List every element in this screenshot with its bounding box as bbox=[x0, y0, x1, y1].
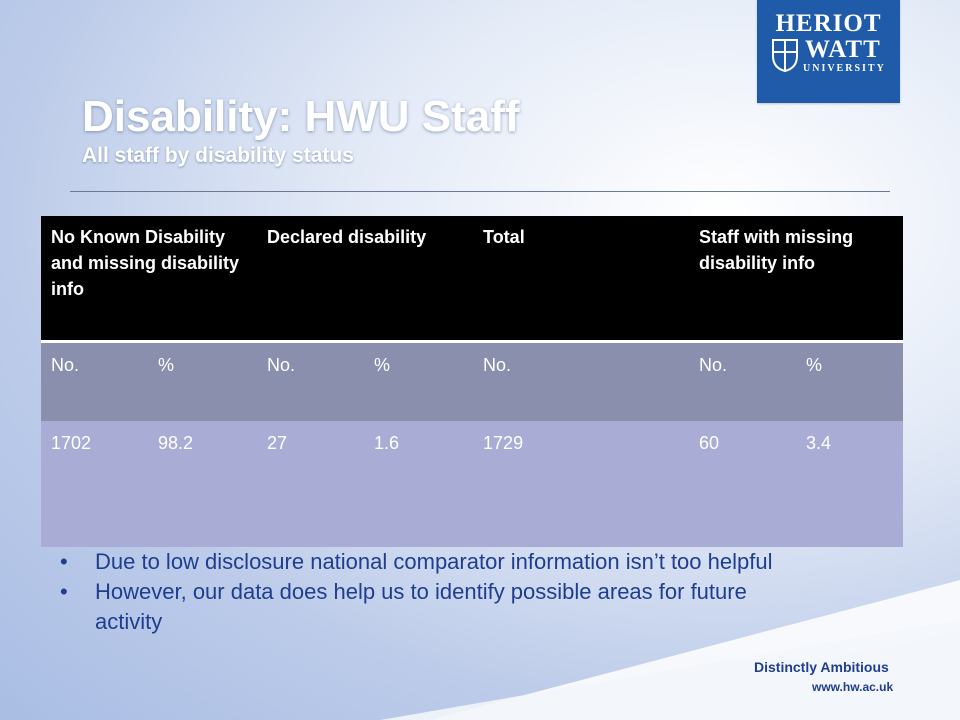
list-item: • Due to low disclosure national compara… bbox=[60, 547, 820, 577]
table-cell: % bbox=[364, 340, 474, 421]
logo-line-1: HERIOT bbox=[775, 10, 882, 37]
list-item: • However, our data does help us to iden… bbox=[60, 577, 820, 637]
header-total: Total bbox=[473, 216, 690, 342]
table-cell: 3.4 bbox=[796, 421, 904, 547]
table-cell: % bbox=[796, 340, 904, 421]
table-units-row: No. % No. % No. No. % bbox=[41, 340, 904, 421]
bullet-text: However, our data does help us to identi… bbox=[95, 579, 747, 634]
table-cell: No. bbox=[689, 340, 797, 421]
title-divider bbox=[70, 191, 890, 192]
logo-line-2: WATT bbox=[805, 36, 881, 63]
table-values-row: 1702 98.2 27 1.6 1729 60 3.4 bbox=[41, 421, 904, 547]
table-cell: 1.6 bbox=[364, 421, 474, 547]
table-cell bbox=[580, 340, 690, 421]
table-cell: No. bbox=[257, 340, 365, 421]
table-cell bbox=[580, 421, 690, 547]
table-cell: 27 bbox=[257, 421, 365, 547]
table-cell: 1729 bbox=[473, 421, 581, 547]
table-cell: 1702 bbox=[41, 421, 148, 547]
table-cell: No. bbox=[41, 340, 148, 421]
table-cell: 98.2 bbox=[148, 421, 258, 547]
slide-title: Disability: HWU Staff bbox=[82, 92, 520, 141]
table-cell: % bbox=[148, 340, 258, 421]
disability-table: No Known Disability and missing disabili… bbox=[41, 216, 904, 547]
bullet-icon: • bbox=[60, 549, 68, 574]
table-cell: No. bbox=[473, 340, 581, 421]
table-header-row: No Known Disability and missing disabili… bbox=[41, 216, 904, 342]
heriot-watt-logo: HERIOT WATT UNIVERSITY bbox=[757, 0, 900, 103]
footer-url: www.hw.ac.uk bbox=[812, 680, 894, 694]
header-missing-info: Staff with missing disability info bbox=[689, 216, 904, 342]
logo-line-3: UNIVERSITY bbox=[803, 63, 886, 74]
slide-subtitle: All staff by disability status bbox=[82, 144, 354, 167]
notes-list: • Due to low disclosure national compara… bbox=[60, 547, 820, 637]
header-declared-disability: Declared disability bbox=[257, 216, 474, 342]
bullet-text: Due to low disclosure national comparato… bbox=[95, 549, 773, 574]
table-cell: 60 bbox=[689, 421, 797, 547]
bullet-icon: • bbox=[60, 579, 68, 604]
crest-icon bbox=[772, 39, 798, 72]
footer-tagline: Distinctly Ambitious bbox=[754, 659, 889, 675]
header-no-known-disability: No Known Disability and missing disabili… bbox=[41, 216, 258, 342]
